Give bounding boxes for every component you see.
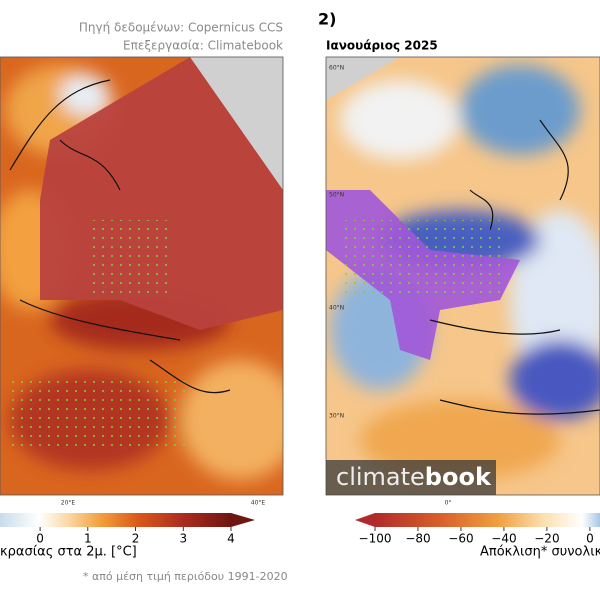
- colorbar-tick-label: −80: [405, 532, 430, 546]
- lat-label: 30°N: [329, 413, 344, 420]
- colorbar-tick-label: 3: [179, 532, 187, 546]
- subtitle: Ιανουάριος 2025: [326, 39, 438, 53]
- colorbar-left-label: κρασίας στα 2μ. [°C]: [0, 545, 137, 560]
- source: Πηγή δεδομένων: Copernicus CCS: [79, 21, 283, 35]
- colorbar-right: [375, 513, 600, 527]
- colorbar-tick-label: −20: [534, 532, 559, 546]
- lon-label: 0°: [445, 500, 452, 507]
- processing: Επεξεργασία: Climatebook: [123, 39, 283, 53]
- logo-light: climate: [336, 463, 425, 491]
- colorbar-left: [0, 513, 231, 527]
- colorbar-tick-label: −100: [359, 532, 392, 546]
- logo: climatebook: [336, 463, 492, 491]
- colorbar-tick-label: 0: [36, 532, 44, 546]
- panel-label: 2): [318, 10, 336, 29]
- colorbar-tick-label: −60: [448, 532, 473, 546]
- lat-label: 40°N: [329, 305, 344, 312]
- colorbar-tick-label: 4: [227, 532, 235, 546]
- colorbar-right-extend: [355, 513, 375, 527]
- lon-label: 20°E: [61, 500, 76, 507]
- lat-label: 50°N: [329, 192, 344, 199]
- logo-box: [326, 460, 496, 495]
- colorbar-tick-label: −40: [491, 532, 516, 546]
- left-map-frame: [0, 56, 284, 496]
- lon-label: 40°E: [251, 500, 266, 507]
- colorbar-right-label: Απόκλιση* συνολικ: [480, 545, 600, 560]
- colorbar-left-extend: [231, 513, 255, 527]
- colorbar-tick-label: 2: [132, 532, 140, 546]
- footnote: * από μέση τιμή περιόδου 1991-2020: [83, 570, 288, 583]
- colorbar-tick-label: 0: [586, 532, 594, 546]
- right-map: [326, 57, 600, 495]
- logo-bold: book: [425, 463, 492, 491]
- left-map: [0, 57, 283, 495]
- colorbar-tick-label: 1: [84, 532, 92, 546]
- lat-label: 60°N: [329, 65, 344, 72]
